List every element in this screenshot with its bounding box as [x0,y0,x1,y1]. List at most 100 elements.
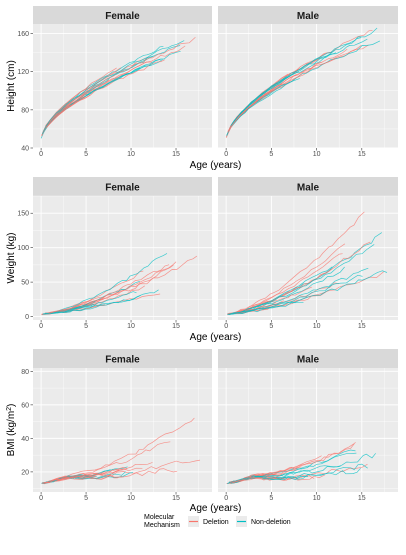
series-line-non-deletion [45,253,168,314]
facet-strip [218,177,398,196]
y-tick-label: 50 [21,280,29,287]
x-tick-label: 5 [84,495,88,502]
series-lines [40,36,196,139]
panel-male-1: Male 0 5 10 15 Age (years) [190,177,398,343]
series-line-deletion [231,474,281,484]
x-tick-label: 10 [127,495,135,502]
facet-strip-label: Male [297,355,320,366]
series-line-deletion [44,417,195,483]
x-tick-label: 5 [84,323,88,330]
series-line-deletion [229,466,302,484]
x-tick-label: 15 [172,151,180,158]
series-line-deletion [229,211,365,315]
x-tick-label: 10 [313,323,321,330]
y-tick-label: 0 [25,314,29,321]
y-tick-label: 60 [21,402,29,409]
x-tick-label: 10 [127,323,135,330]
panel-female-0: Female 0 5 10 15 40 80 120 160 Height (cm) [6,6,212,158]
plot-panel-background [33,368,212,492]
x-tick-label: 0 [39,151,43,158]
legend-label-deletion: Deletion [203,519,229,526]
facet-strip-label: Female [105,11,140,22]
x-axis-title: Age (years) [190,503,242,514]
series-line-non-deletion [227,266,333,315]
x-axis-title: Age (years) [190,332,242,343]
facet-strip [33,6,212,24]
series-line-deletion [228,243,346,314]
series-line-non-deletion [41,40,185,135]
x-tick-label: 0 [224,495,228,502]
legend-title-line2: Mechanism [144,522,180,529]
x-tick-label: 10 [127,151,135,158]
x-tick-label: 0 [224,323,228,330]
series-lines [226,211,388,316]
series-lines [41,253,198,316]
legend-key-non-deletion: Non-deletion [236,516,291,527]
y-tick-label: 150 [17,211,29,218]
series-line-non-deletion [229,270,388,315]
y-axis-title: Height (cm) [6,60,17,112]
panel-female-2: Female 0 5 10 15 20 40 60 80 BMI (kg/m2) [6,349,212,502]
y-tick-label: 80 [21,107,29,114]
series-line-deletion [45,61,152,129]
facet-strip-label: Female [105,183,140,194]
legend: Molecular Mechanism Deletion Non-deletio… [144,514,291,529]
facet-strip-label: Female [105,355,140,366]
panels-layer: Female 0 5 10 15 40 80 120 160 Height (cm) Male 0 5 1… [6,6,398,514]
series-lines [41,417,201,485]
x-tick-label: 15 [358,495,366,502]
x-tick-label: 5 [84,151,88,158]
plot-panel-background [218,368,398,492]
x-tick-label: 5 [269,323,273,330]
legend-label-non-deletion: Non-deletion [251,519,291,526]
facet-strip [218,349,398,368]
x-tick-label: 0 [39,495,43,502]
series-line-non-deletion [231,52,337,126]
series-line-deletion [227,74,297,133]
plot-panel-background [33,24,212,148]
y-tick-label: 120 [17,69,29,76]
x-tick-label: 10 [313,151,321,158]
x-tick-label: 0 [39,323,43,330]
y-tick-label: 40 [21,146,29,153]
facet-strip [33,349,212,368]
legend-title-line1: Molecular [144,514,175,521]
series-line-non-deletion [229,266,345,315]
panel-male-2: Male 0 5 10 15 Age (years) [190,349,398,514]
y-tick-label: 40 [21,436,29,443]
x-axis-title: Age (years) [190,160,242,171]
x-tick-label: 15 [172,495,180,502]
panel-male-0: Male 0 5 10 15 Age (years) [190,6,398,171]
series-line-non-deletion [43,291,137,315]
x-tick-label: 15 [358,323,366,330]
y-tick-label: 20 [21,469,29,476]
series-line-deletion [45,467,128,484]
series-line-non-deletion [231,78,300,128]
series-line-non-deletion [230,75,287,126]
x-tick-label: 0 [224,151,228,158]
legend-key-deletion: Deletion [188,516,229,527]
series-line-non-deletion [230,475,287,484]
plot-panel-background [218,24,398,148]
facet-strip [218,6,398,24]
series-lines [226,441,376,485]
plot-panel-background [33,196,212,320]
y-tick-label: 100 [17,245,29,252]
x-tick-label: 15 [172,323,180,330]
plot-panel-background [218,196,398,320]
series-line-non-deletion [43,295,141,315]
x-tick-label: 5 [269,495,273,502]
y-tick-label: 160 [17,31,29,38]
series-lines [225,27,381,138]
series-line-non-deletion [226,37,362,136]
series-line-deletion [45,94,91,129]
series-line-deletion [43,474,96,485]
series-line-deletion [46,36,196,126]
series-line-non-deletion [229,267,369,315]
y-tick-label: 80 [21,369,29,376]
y-axis-title: BMI (kg/m2) [6,404,17,457]
series-line-deletion [44,264,170,314]
facet-strip [33,177,212,196]
